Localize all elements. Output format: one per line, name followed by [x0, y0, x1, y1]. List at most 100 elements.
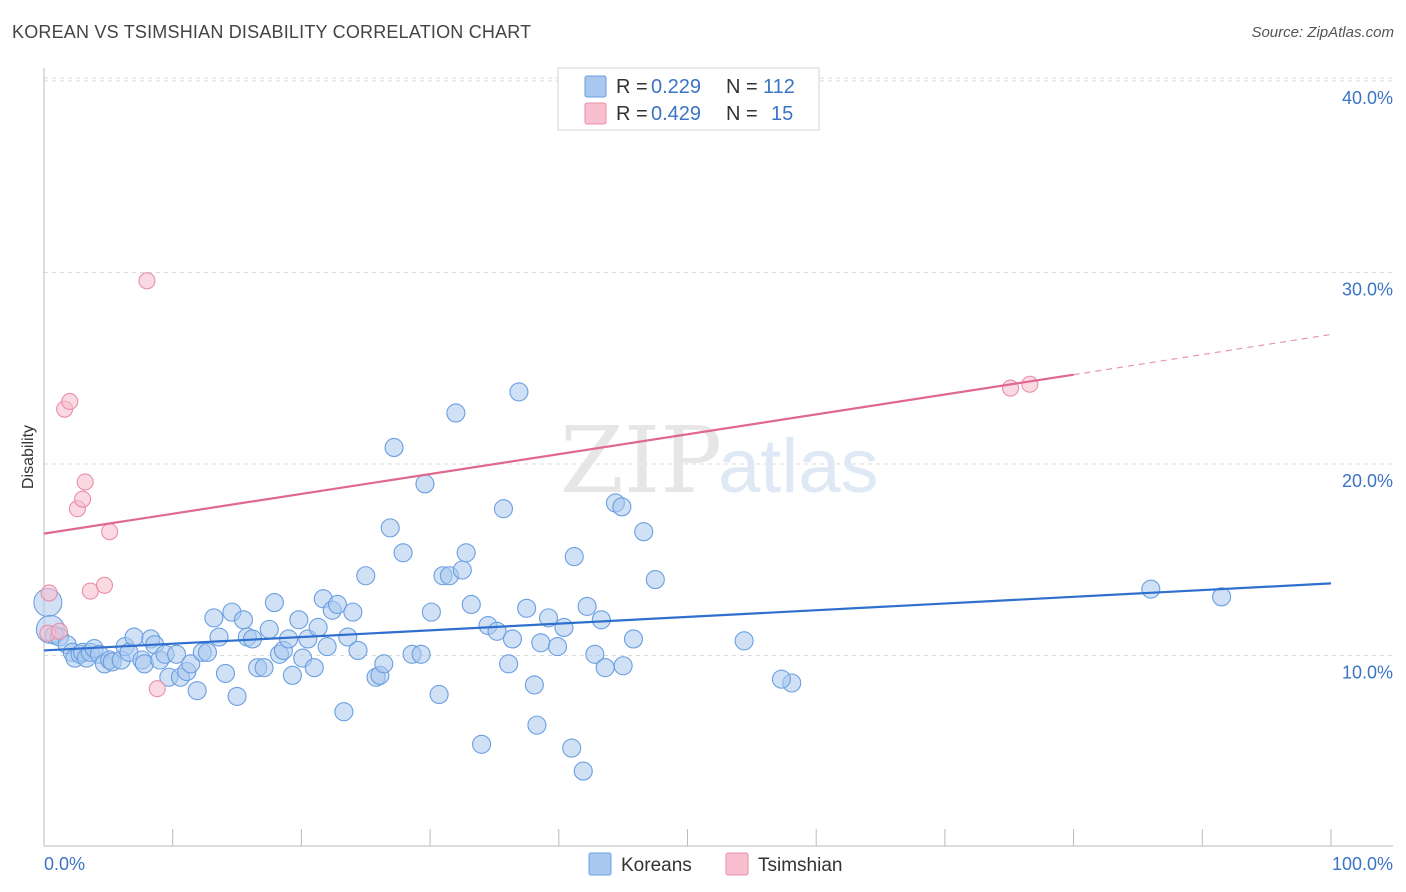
korean-point	[167, 644, 187, 664]
korean-point	[338, 627, 358, 647]
legend-swatch-tsimshian	[584, 102, 607, 125]
korean-point	[215, 663, 236, 683]
watermark-atlas: atlas	[718, 424, 879, 509]
tsimshian-point	[148, 680, 166, 698]
chart-title: KOREAN VS TSIMSHIAN DISABILITY CORRELATI…	[12, 22, 532, 42]
legend-n-value-tsimshian: 15	[771, 103, 793, 125]
korean-point	[348, 640, 368, 660]
bottom-legend-label-tsimshian: Tsimshian	[758, 855, 842, 876]
korean-point	[1141, 579, 1161, 599]
tsimshian-point	[40, 584, 58, 602]
legend-r-value-koreans: 0.229	[651, 76, 701, 98]
y-axis-title: Disability	[20, 425, 37, 489]
korean-point	[393, 543, 413, 563]
korean-point	[317, 637, 337, 657]
y-tick-label-10: 10.0%	[1342, 663, 1393, 683]
korean-point	[554, 617, 574, 638]
korean-point	[595, 658, 615, 678]
korean-point	[429, 684, 449, 705]
korean-point	[634, 522, 654, 542]
korean-point	[1212, 587, 1232, 607]
top-legend: R = 0.229 N = 112 R = 0.429 N = 15	[557, 67, 820, 131]
korean-point	[204, 608, 224, 628]
y-tick-label-20: 20.0%	[1342, 471, 1393, 491]
korean-point	[577, 596, 597, 616]
korean-point	[304, 658, 324, 678]
korean-point	[446, 403, 466, 423]
bottom-legend-swatch-tsimshian	[725, 852, 749, 876]
korean-point	[509, 382, 529, 402]
korean-point	[181, 654, 201, 674]
korean-point	[547, 637, 568, 657]
trend-lines	[43, 333, 1332, 652]
bottom-legend-swatch-koreans	[588, 852, 612, 876]
korean-point	[356, 566, 376, 586]
korean-point	[562, 738, 582, 758]
korean-point	[374, 654, 394, 674]
korean-point	[380, 518, 400, 538]
korean-point	[197, 642, 217, 662]
korean-point	[282, 665, 302, 685]
grid-lines	[44, 77, 1393, 656]
korean-point	[502, 629, 523, 649]
korean-point	[289, 610, 309, 630]
tsimshian-point	[95, 576, 114, 594]
korean-point	[227, 686, 247, 706]
korean-point	[415, 474, 435, 494]
legend-swatch-koreans	[584, 75, 607, 98]
korean-point	[645, 570, 665, 590]
x-tick-label-min: 0.0%	[44, 854, 85, 874]
x-tick-label-max: 100.0%	[1332, 854, 1393, 874]
legend-r-value-tsimshian: 0.429	[651, 103, 701, 125]
korean-point	[411, 644, 431, 664]
tsimshian-point	[101, 523, 119, 541]
korean-point	[527, 715, 547, 735]
korean-point	[493, 499, 514, 519]
legend-n-label-tsimshian: N =	[726, 103, 758, 125]
bottom-legend: Koreans Tsimshian	[588, 852, 842, 876]
source-label: Source: ZipAtlas.com	[1251, 24, 1394, 41]
tsimshian-point	[74, 490, 92, 508]
korean-point	[591, 610, 611, 630]
tsimshian-point	[1021, 375, 1039, 393]
koreans-trend-line	[43, 582, 1332, 652]
tsimshian-trend-line	[43, 373, 1074, 535]
tsimshian-point	[50, 622, 68, 640]
tsimshian-point	[76, 473, 94, 491]
korean-point	[124, 627, 144, 647]
axes	[43, 68, 1393, 847]
tsimshian-points	[39, 272, 1039, 698]
legend-r-label-koreans: R =	[616, 76, 648, 98]
korean-point	[254, 658, 274, 678]
korean-point	[499, 654, 519, 674]
korean-point	[524, 675, 544, 695]
korean-point	[308, 617, 328, 638]
korean-point	[421, 602, 441, 622]
tsimshian-point	[81, 582, 99, 600]
bottom-legend-label-koreans: Koreans	[621, 855, 692, 876]
korean-point	[771, 669, 792, 689]
y-tick-labels: 10.0% 20.0% 30.0% 40.0%	[1342, 88, 1393, 683]
korean-point	[613, 656, 633, 676]
korean-point	[623, 629, 643, 649]
tsimshian-point	[138, 272, 156, 290]
korean-point	[209, 627, 229, 647]
korean-point	[531, 633, 551, 653]
korean-point	[343, 602, 363, 622]
korean-point	[517, 598, 537, 618]
legend-n-value-koreans: 112	[763, 76, 795, 98]
korean-point	[461, 594, 481, 615]
korean-point	[585, 644, 605, 664]
korean-point	[612, 497, 632, 517]
korean-point	[564, 547, 584, 567]
korean-point	[456, 543, 476, 563]
korean-point	[384, 437, 404, 457]
tsimshian-trend-extension	[1073, 333, 1332, 376]
korean-point	[187, 681, 207, 701]
y-tick-label-40: 40.0%	[1342, 88, 1393, 108]
korean-point	[734, 631, 754, 651]
korean-point	[452, 560, 472, 580]
korean-point	[573, 761, 593, 781]
korean-point	[233, 610, 254, 630]
